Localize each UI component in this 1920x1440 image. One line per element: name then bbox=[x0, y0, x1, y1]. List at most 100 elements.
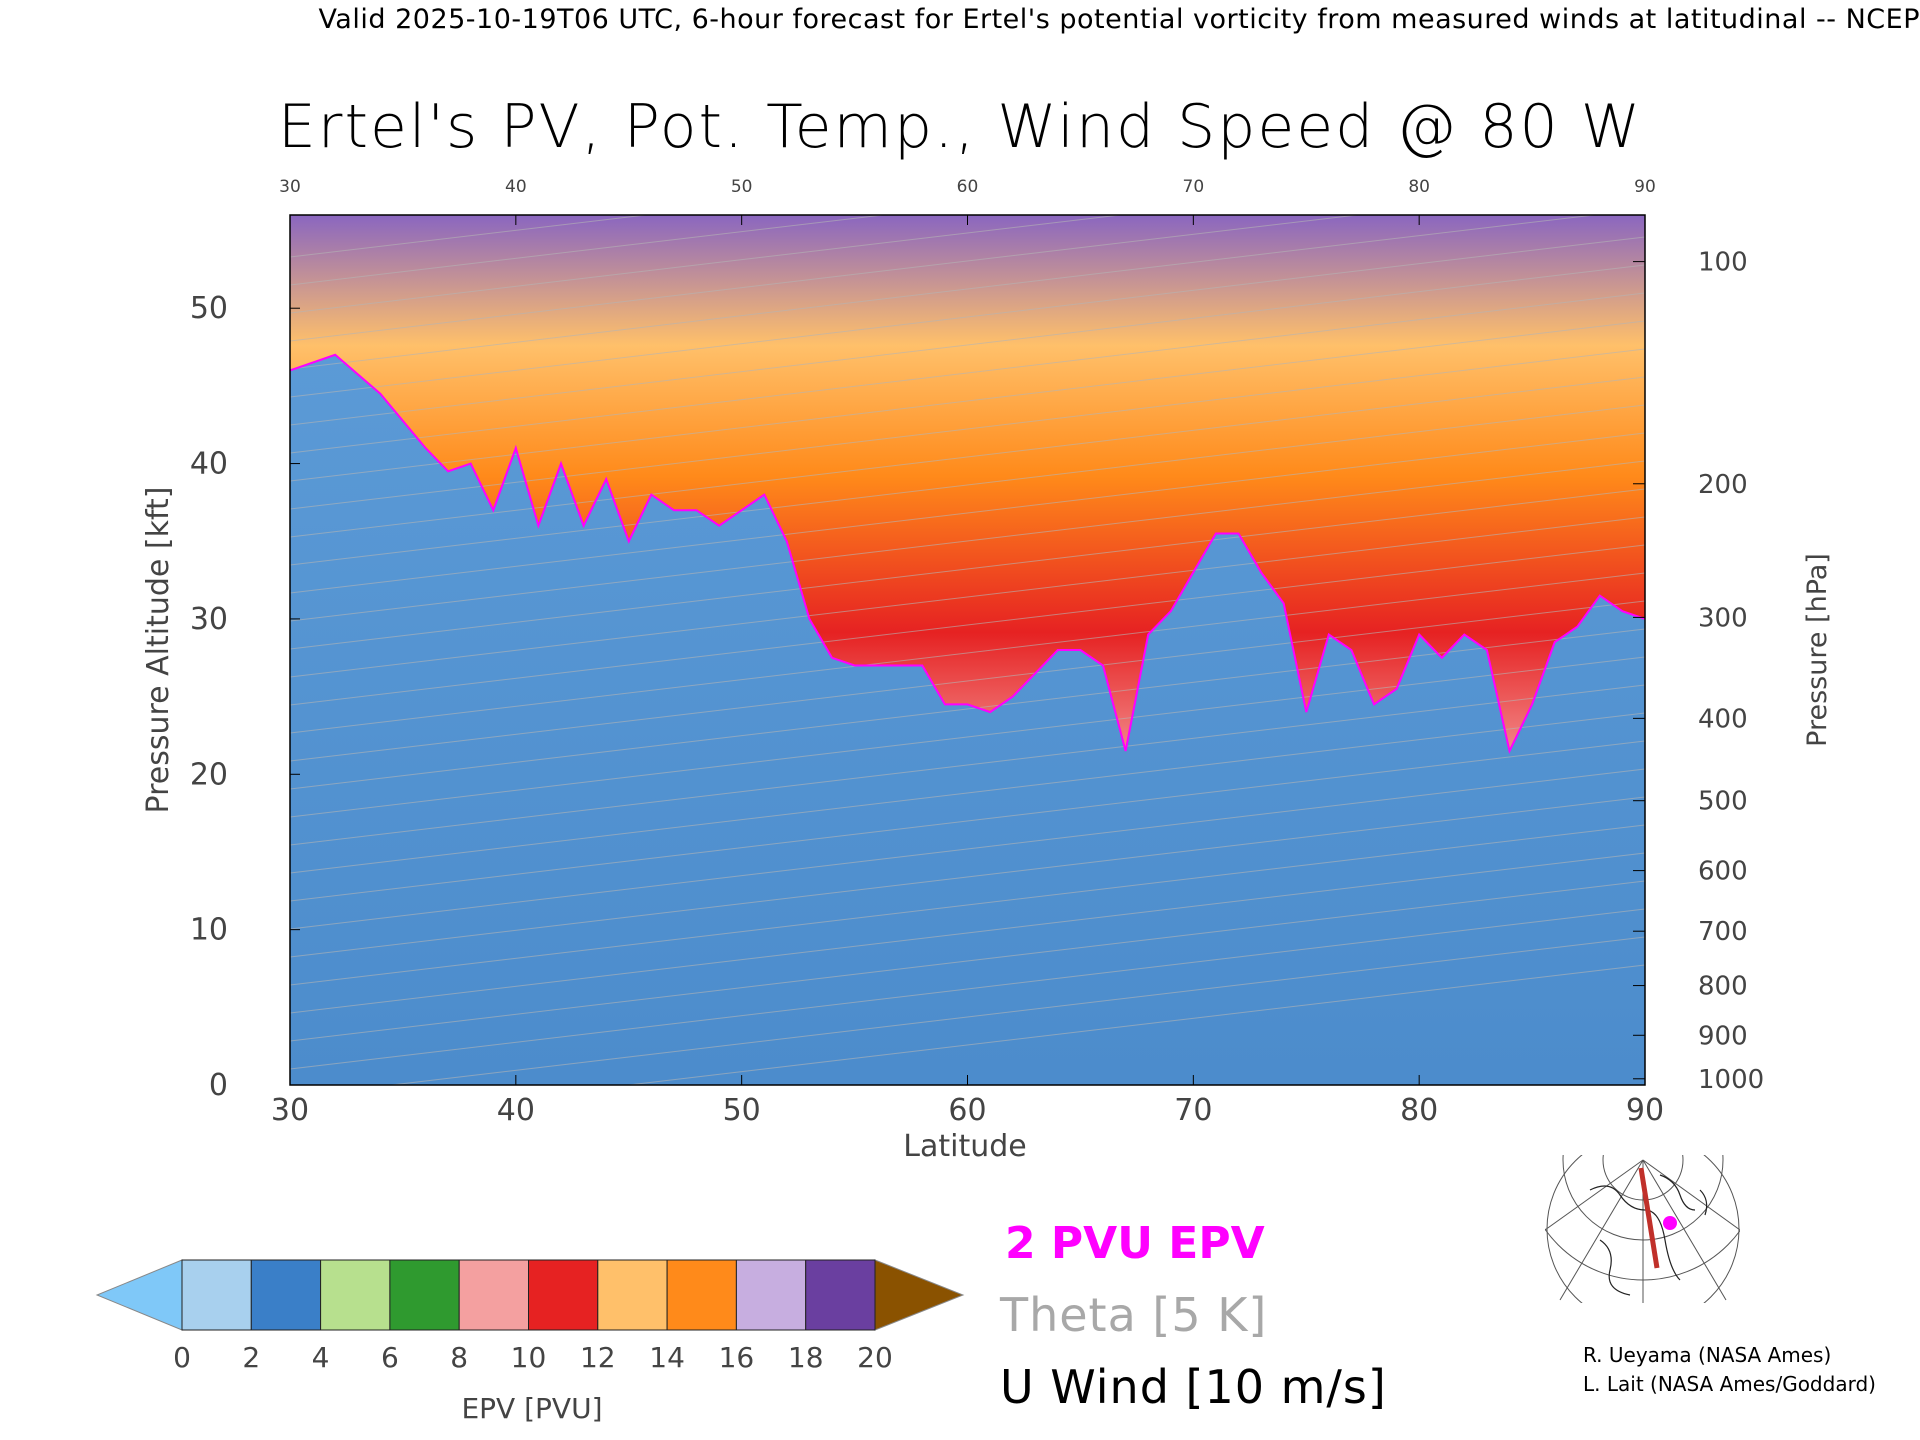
theta-line bbox=[290, 628, 1645, 790]
theta-line bbox=[290, 908, 1645, 1070]
legend-pvu: 2 PVU EPV bbox=[1005, 1218, 1265, 1269]
colorbar-tick-label: 6 bbox=[381, 1341, 399, 1374]
axes: 3030404050506060707080809090010203040501… bbox=[190, 177, 1764, 1128]
y-axis-label: Pressure Altitude [kft] bbox=[141, 487, 176, 814]
colorbar-tick-label: 14 bbox=[649, 1341, 685, 1374]
plot-area bbox=[290, 215, 1645, 1085]
pressure-tick-label: 700 bbox=[1698, 917, 1748, 947]
theta-line bbox=[290, 215, 888, 286]
theta-line bbox=[290, 684, 1645, 846]
pressure-tick-label: 900 bbox=[1698, 1021, 1748, 1051]
colorbar-label: EPV [PVU] bbox=[461, 1392, 602, 1425]
theta-line bbox=[290, 796, 1645, 958]
pvu-2-contour bbox=[290, 353, 1645, 755]
colorbar-under bbox=[95, 1259, 183, 1331]
theta-line bbox=[624, 964, 1645, 1085]
theta-contours bbox=[290, 215, 1645, 1085]
colorbar-segment bbox=[735, 1259, 807, 1331]
colorbar-segment bbox=[805, 1259, 876, 1331]
theta-line bbox=[290, 600, 1645, 762]
colorbar-segment bbox=[181, 1259, 252, 1331]
pressure-tick-label: 800 bbox=[1698, 972, 1748, 1002]
colorbar-tick-label: 18 bbox=[788, 1341, 824, 1374]
theta-line bbox=[290, 320, 1645, 482]
x-tick-label-top: 60 bbox=[957, 177, 979, 197]
x-tick-label: 30 bbox=[271, 1093, 309, 1128]
pressure-tick-label: 200 bbox=[1698, 470, 1748, 500]
colorbar: 0 2 4 6 8 10 12 14 16 18 20 bbox=[95, 1259, 965, 1374]
x-tick-label-top: 80 bbox=[1408, 177, 1430, 197]
colorbar-segment bbox=[528, 1259, 599, 1331]
theta-line bbox=[290, 264, 1645, 426]
x-tick-label: 40 bbox=[497, 1093, 535, 1128]
troposphere-field bbox=[290, 354, 1645, 1085]
x-tick-label-top: 50 bbox=[731, 177, 753, 197]
theta-line bbox=[290, 432, 1645, 594]
x-tick-label-top: 30 bbox=[279, 177, 301, 197]
pressure-tick-label: 1000 bbox=[1698, 1065, 1764, 1095]
x-tick-label: 80 bbox=[1400, 1093, 1438, 1128]
x-tick-label-top: 90 bbox=[1634, 177, 1656, 197]
colorbar-tick-label: 10 bbox=[511, 1341, 547, 1374]
theta-line bbox=[290, 824, 1645, 986]
y-tick-label: 50 bbox=[190, 291, 228, 326]
legend-uwind: U Wind [10 m/s] bbox=[1000, 1360, 1387, 1414]
theta-line bbox=[290, 215, 650, 258]
theta-line bbox=[290, 712, 1645, 874]
legend-theta: Theta [5 K] bbox=[1000, 1288, 1268, 1342]
x-tick-label-top: 70 bbox=[1183, 177, 1205, 197]
y-tick-label: 30 bbox=[190, 602, 228, 637]
y-tick-label: 20 bbox=[190, 757, 228, 792]
colorbar-tick-label: 0 bbox=[173, 1341, 191, 1374]
colorbar-tick-label: 12 bbox=[580, 1341, 616, 1374]
theta-line bbox=[290, 215, 1362, 342]
inset-map bbox=[1545, 1155, 1740, 1303]
theta-line bbox=[387, 936, 1645, 1085]
y2-axis-label: Pressure [hPa] bbox=[1802, 553, 1833, 747]
credit-line-2: L. Lait (NASA Ames/Goddard) bbox=[1583, 1372, 1876, 1396]
theta-line bbox=[290, 292, 1645, 454]
theta-line bbox=[290, 544, 1645, 706]
theta-line bbox=[290, 740, 1645, 902]
colorbar-segment bbox=[389, 1259, 460, 1331]
colorbar-segment bbox=[666, 1259, 737, 1331]
colorbar-segment bbox=[458, 1259, 530, 1331]
x-tick-label: 50 bbox=[723, 1093, 761, 1128]
credit-line-1: R. Ueyama (NASA Ames) bbox=[1583, 1343, 1832, 1367]
y-tick-label: 10 bbox=[190, 913, 228, 948]
colorbar-tick-label: 4 bbox=[312, 1341, 330, 1374]
theta-line bbox=[290, 656, 1645, 818]
pressure-tick-label: 300 bbox=[1698, 603, 1748, 633]
x-tick-label: 60 bbox=[948, 1093, 986, 1128]
location-dot bbox=[1663, 1216, 1677, 1230]
theta-line bbox=[290, 768, 1645, 930]
pressure-tick-label: 400 bbox=[1698, 704, 1748, 734]
pressure-tick-label: 500 bbox=[1698, 787, 1748, 817]
colorbar-tick-label: 20 bbox=[857, 1341, 893, 1374]
x-tick-label: 90 bbox=[1626, 1093, 1664, 1128]
colorbar-tick-label: 16 bbox=[719, 1341, 755, 1374]
chart-title: Ertel's PV, Pot. Temp., Wind Speed @ 80 … bbox=[277, 92, 1643, 162]
theta-line bbox=[290, 460, 1645, 622]
theta-line bbox=[290, 215, 1599, 370]
colorbar-tick-label: 2 bbox=[242, 1341, 260, 1374]
colorbar-segment bbox=[250, 1259, 322, 1331]
valid-time-line: Valid 2025-10-19T06 UTC, 6-hour forecast… bbox=[318, 4, 1920, 35]
section-line bbox=[1638, 1167, 1660, 1269]
theta-line bbox=[290, 516, 1645, 678]
colorbar-tick-label: 8 bbox=[450, 1341, 468, 1374]
x-axis-label: Latitude bbox=[903, 1129, 1026, 1164]
theta-line bbox=[290, 880, 1645, 1042]
pressure-tick-label: 100 bbox=[1698, 248, 1748, 278]
theta-line bbox=[290, 236, 1645, 398]
theta-line bbox=[290, 348, 1645, 510]
theta-line bbox=[290, 488, 1645, 650]
theta-line bbox=[290, 376, 1645, 538]
theta-line bbox=[290, 215, 1125, 314]
x-tick-label: 70 bbox=[1174, 1093, 1212, 1128]
theta-line bbox=[290, 572, 1645, 734]
x-tick-label-top: 40 bbox=[505, 177, 527, 197]
colorbar-over bbox=[874, 1259, 965, 1331]
colorbar-segment bbox=[320, 1259, 391, 1331]
